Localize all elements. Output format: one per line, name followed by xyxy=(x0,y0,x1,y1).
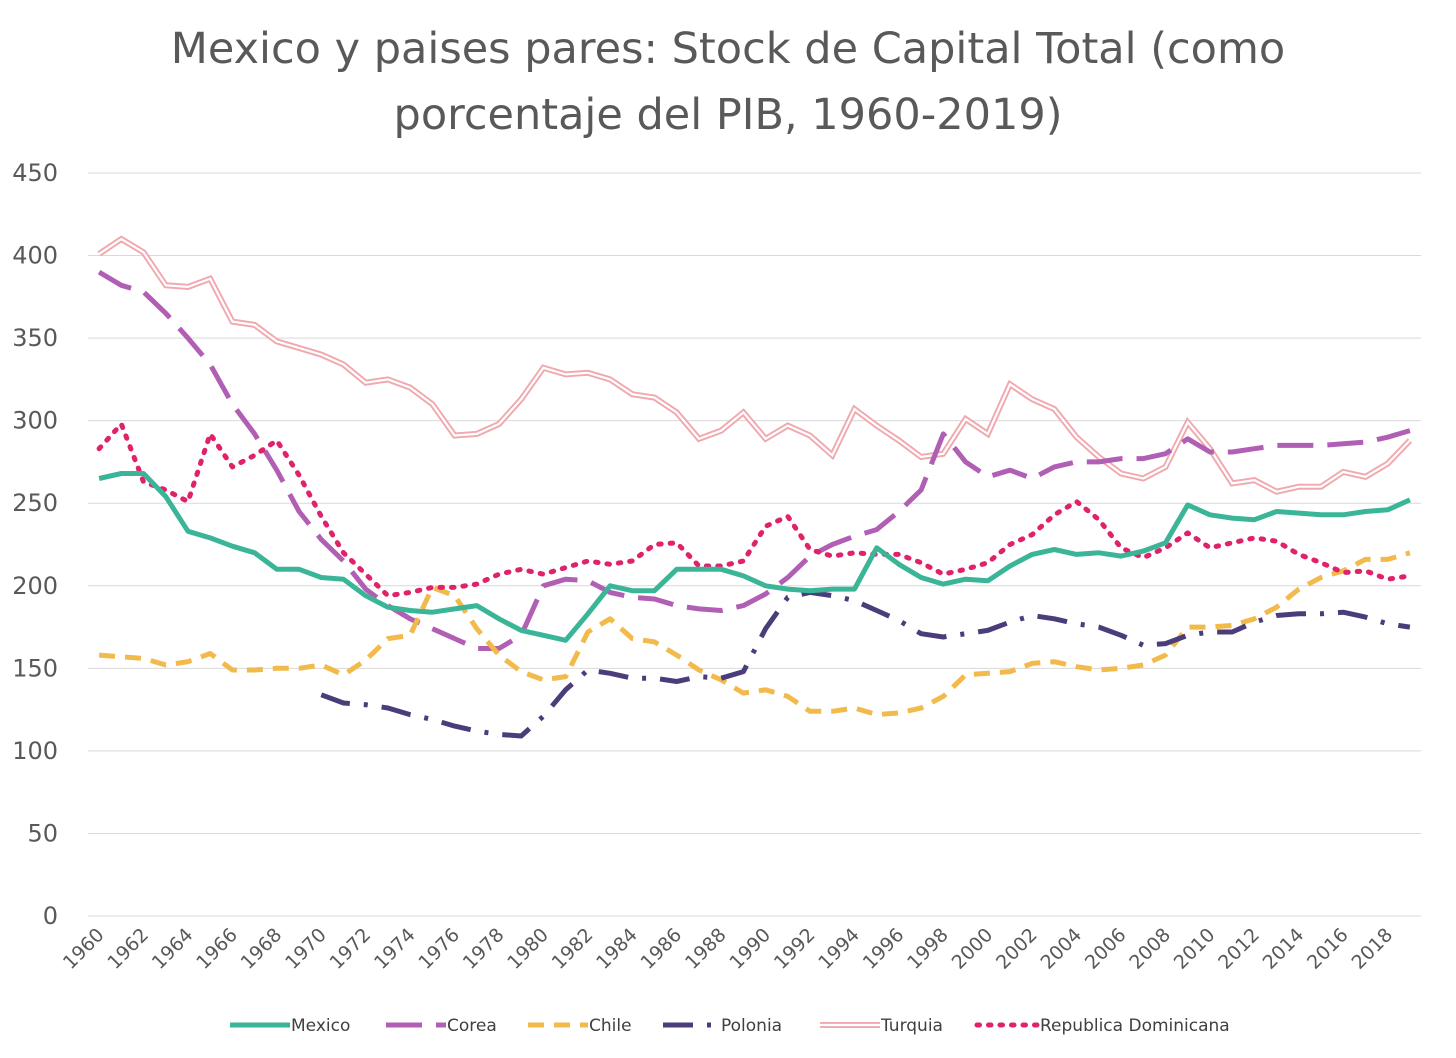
x-tick-label: 1962 xyxy=(103,924,153,974)
chart-title-line-1: Mexico y paises pares: Stock de Capital … xyxy=(171,24,1285,74)
x-tick-label: 1980 xyxy=(503,924,553,974)
x-tick-label: 1966 xyxy=(192,924,242,974)
x-tick-label: 1986 xyxy=(637,924,687,974)
x-tick-label: 1994 xyxy=(814,924,864,974)
series-republica-dominicana xyxy=(96,421,1413,599)
x-tick-label: 2000 xyxy=(948,924,998,974)
legend-item-corea: Corea xyxy=(386,1016,497,1036)
series-turquia xyxy=(97,235,1413,495)
y-axis: 0 50 100 150 200 250 300 350 400 450 xyxy=(12,159,58,930)
series-corea xyxy=(97,269,1411,651)
x-tick-label: 2008 xyxy=(1125,924,1175,974)
series-chile xyxy=(98,550,1411,718)
x-tick-label: 1960 xyxy=(59,924,109,974)
x-tick-label: 2018 xyxy=(1347,924,1397,974)
series-line-mexico xyxy=(98,471,1411,643)
x-tick-label: 1984 xyxy=(592,924,642,974)
series-line-republica-dominicana xyxy=(96,421,1413,599)
x-tick-label: 2014 xyxy=(1259,924,1309,974)
x-tick-label: 2004 xyxy=(1036,924,1086,974)
x-tick-label: 1976 xyxy=(414,924,464,974)
x-tick-label: 1996 xyxy=(859,924,909,974)
x-tick-label: 2010 xyxy=(1170,924,1220,974)
y-tick-label: 150 xyxy=(12,654,58,682)
legend-label: Corea xyxy=(447,1016,497,1036)
y-tick-label: 450 xyxy=(12,159,58,187)
y-tick-label: 400 xyxy=(12,242,58,270)
series-line-corea xyxy=(97,269,1411,651)
x-tick-label: 1988 xyxy=(681,924,731,974)
chart-title-line-2: porcentaje del PIB, 1960-2019) xyxy=(394,90,1063,140)
y-tick-label: 0 xyxy=(43,902,58,930)
series-line-turquia-inner xyxy=(98,237,1411,493)
y-tick-label: 350 xyxy=(12,324,58,352)
series-line-chile xyxy=(98,550,1411,718)
x-tick-label: 1974 xyxy=(370,924,420,974)
x-axis: 1960196219641966196819701972197419761978… xyxy=(59,924,1397,974)
legend-label: Republica Dominicana xyxy=(1040,1016,1230,1036)
series-lines xyxy=(96,235,1413,739)
series-polonia xyxy=(320,589,1411,739)
y-tick-label: 250 xyxy=(12,489,58,517)
x-tick-label: 1992 xyxy=(770,924,820,974)
legend-item-mexico: Mexico xyxy=(230,1016,350,1036)
x-tick-label: 1998 xyxy=(903,924,953,974)
legend-label: Mexico xyxy=(291,1016,350,1036)
legend-item-polonia: Polonia xyxy=(663,1016,782,1036)
x-tick-label: 2012 xyxy=(1214,924,1264,974)
legend-label: Turquia xyxy=(880,1016,943,1036)
legend-item-turquia: Turquia xyxy=(820,1016,943,1036)
legend-item-chile: Chile xyxy=(528,1016,632,1036)
x-tick-label: 1970 xyxy=(281,924,331,974)
x-tick-label: 2002 xyxy=(992,924,1042,974)
series-mexico xyxy=(98,471,1411,643)
y-tick-label: 100 xyxy=(12,737,58,765)
legend: Mexico Corea Chile Polonia Turquia Republica … xyxy=(230,1016,1230,1036)
x-tick-label: 2016 xyxy=(1303,924,1353,974)
y-tick-label: 50 xyxy=(27,819,58,847)
y-tick-label: 200 xyxy=(12,572,58,600)
chart-title: Mexico y paises pares: Stock de Capital … xyxy=(171,24,1285,140)
x-tick-label: 1982 xyxy=(548,924,598,974)
x-tick-label: 1964 xyxy=(148,924,198,974)
x-tick-label: 1990 xyxy=(725,924,775,974)
legend-label: Chile xyxy=(589,1016,632,1036)
legend-label: Polonia xyxy=(721,1016,782,1036)
x-tick-label: 2006 xyxy=(1081,924,1131,974)
y-tick-label: 300 xyxy=(12,407,58,435)
x-tick-label: 1968 xyxy=(237,924,287,974)
series-line-polonia xyxy=(320,589,1411,739)
x-tick-label: 1978 xyxy=(459,924,509,974)
x-tick-label: 1972 xyxy=(325,924,375,974)
legend-item-republica-dominicana: Republica Dominicana xyxy=(974,1016,1230,1036)
